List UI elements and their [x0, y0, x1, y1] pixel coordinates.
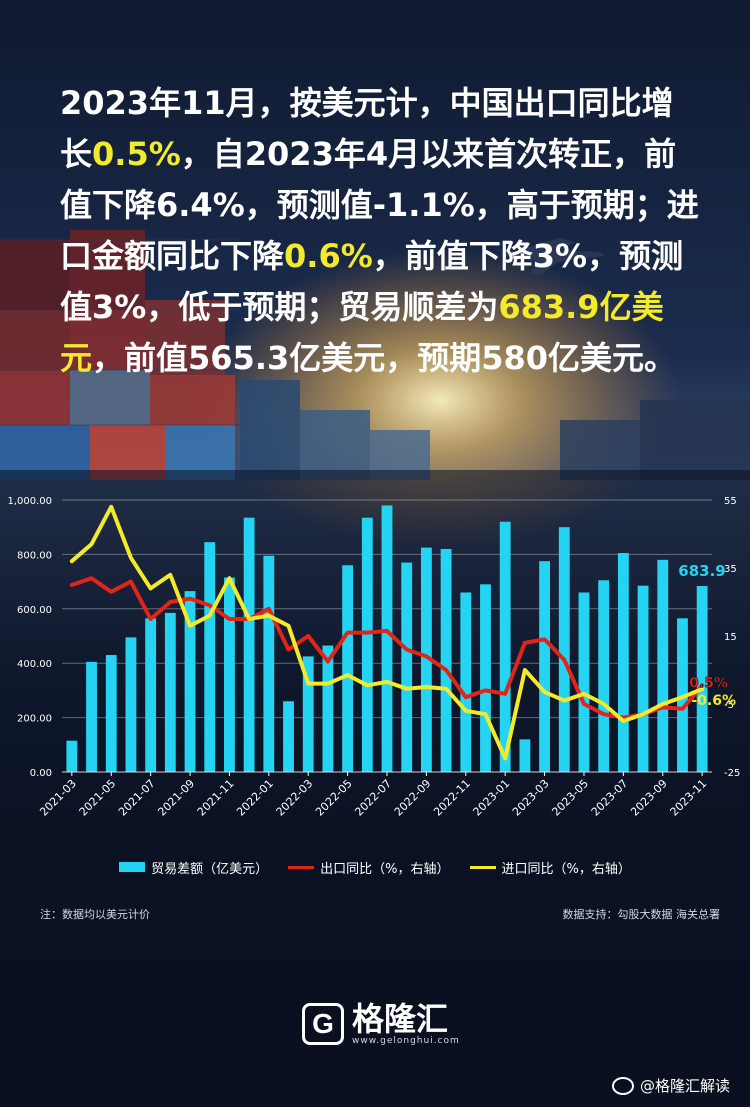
legend-label: 进口同比（%，右轴）	[501, 861, 631, 877]
bar	[66, 740, 78, 772]
bar	[598, 580, 610, 772]
bar	[322, 645, 334, 772]
weibo-handle: @格隆汇解读	[639, 1077, 730, 1095]
y-right-tick-label: -5	[724, 700, 734, 711]
y-right-tick-label: -25	[724, 768, 740, 779]
chart-legend: 贸易差额（亿美元） 出口同比（%，右轴） 进口同比（%，右轴）	[0, 856, 750, 878]
bar	[361, 517, 373, 772]
bar	[342, 565, 354, 772]
x-tick-label: 2022-09	[392, 777, 434, 819]
x-tick-label: 2022-01	[234, 777, 276, 819]
bar	[243, 517, 255, 772]
y-left-tick-label: 800.00	[17, 550, 52, 561]
bar	[637, 585, 649, 772]
headline-text: 2023年11月，按美元计，中国出口同比增长0.5%，自2023年4月以来首次转…	[60, 78, 700, 384]
brand-name: 格隆汇	[352, 1000, 449, 1038]
import-last-value-label: -0.6%	[691, 693, 736, 709]
y-left-tick-label: 200.00	[17, 714, 52, 725]
bar	[145, 618, 157, 772]
legend-item-import-yoy: 进口同比（%，右轴）	[469, 858, 631, 877]
x-tick-label: 2023-09	[628, 777, 670, 819]
x-tick-label: 2021-03	[37, 777, 79, 819]
headline-surplus-highlight: 683.9亿美元	[60, 288, 664, 377]
bar	[440, 548, 452, 772]
y-left-tick-label: 0.00	[30, 768, 52, 779]
weibo-icon	[611, 1076, 634, 1095]
legend-swatch-red-line	[288, 865, 315, 869]
bar	[105, 655, 117, 772]
bar	[617, 553, 629, 772]
x-tick-label: 2023-01	[471, 777, 513, 819]
y-left-tick-label: 600.00	[17, 605, 52, 616]
bar	[420, 547, 432, 772]
x-tick-label: 2022-11	[431, 777, 473, 819]
legend-swatch-yellow-line	[469, 865, 496, 869]
y-right-tick-label: 55	[724, 496, 737, 507]
legend-item-export-yoy: 出口同比（%，右轴）	[288, 858, 450, 877]
x-tick-label: 2021-05	[77, 777, 119, 819]
y-right-tick-label: 15	[724, 632, 737, 643]
x-tick-label: 2022-03	[274, 777, 316, 819]
headline-export-highlight: 0.5%	[92, 135, 181, 173]
x-tick-label: 2022-05	[313, 777, 355, 819]
brand-url: www.gelonghui.com	[352, 1036, 460, 1046]
bar	[519, 739, 531, 772]
y-left-tick-label: 1,000.00	[7, 496, 52, 507]
bar	[302, 656, 314, 772]
bar	[480, 584, 491, 772]
x-tick-label: 2021-09	[155, 777, 197, 819]
bar	[125, 637, 137, 772]
bar	[381, 505, 393, 772]
brand-logo: G 格隆汇 www.gelonghui.com	[302, 1002, 460, 1046]
headline-segment-1: 2023年11月，按美元计，中国出口同比增长	[60, 84, 674, 173]
headline-segment-3: ，前值下降3%，预测值3%，低于预期；贸易顺差为	[60, 237, 684, 326]
legend-label: 出口同比（%，右轴）	[320, 861, 450, 877]
bar	[86, 661, 97, 772]
bar	[224, 577, 235, 772]
headline-import-highlight: 0.6%	[284, 237, 373, 275]
bar	[401, 562, 413, 772]
bar	[184, 591, 196, 772]
bar	[460, 592, 472, 772]
x-tick-label: 2023-11	[668, 777, 710, 819]
bar	[263, 555, 275, 772]
bar	[696, 585, 708, 772]
y-right-tick-label: 35	[724, 564, 737, 575]
bar	[578, 592, 590, 772]
logo-mark-icon: G	[302, 1003, 344, 1045]
bar	[204, 542, 216, 772]
legend-label: 贸易差额（亿美元）	[151, 861, 269, 877]
x-tick-label: 2021-07	[116, 777, 158, 819]
bar	[558, 527, 570, 772]
bar	[164, 612, 176, 772]
x-tick-label: 2023-03	[510, 777, 552, 819]
footnote: 注：数据均以美元计价	[40, 908, 150, 921]
bar	[499, 521, 511, 772]
x-tick-label: 2022-07	[352, 777, 394, 819]
headline-segment-2: ，自2023年4月以来首次转正，前值下降6.4%，预测值-1.1%，高于预期；进…	[60, 135, 699, 275]
import-yoy-line	[69, 504, 705, 761]
bar	[283, 701, 294, 772]
x-tick-label: 2023-05	[549, 777, 591, 819]
x-tick-label: 2021-11	[195, 777, 237, 819]
legend-swatch-bar	[119, 862, 146, 872]
bar	[657, 559, 669, 772]
bar-last-value-label: 683.9	[678, 562, 725, 580]
data-source: 数据支持：勾股大数据 海关总署	[562, 908, 721, 921]
legend-item-trade-balance: 贸易差额（亿美元）	[119, 858, 268, 877]
export-yoy-line	[69, 576, 705, 720]
x-tick-label: 2023-07	[589, 777, 631, 819]
bar	[539, 561, 550, 772]
trade-chart: 0.00 200.00 400.00 600.00 800.00 1,000.00 -25 -…	[7, 496, 740, 819]
headline-segment-4: ，前值565.3亿美元，预期580亿美元。	[92, 339, 677, 377]
y-left-tick-label: 400.00	[17, 659, 52, 670]
export-last-value-label: 0.5%	[689, 675, 728, 691]
weibo-watermark: @格隆汇解读	[611, 1075, 730, 1096]
